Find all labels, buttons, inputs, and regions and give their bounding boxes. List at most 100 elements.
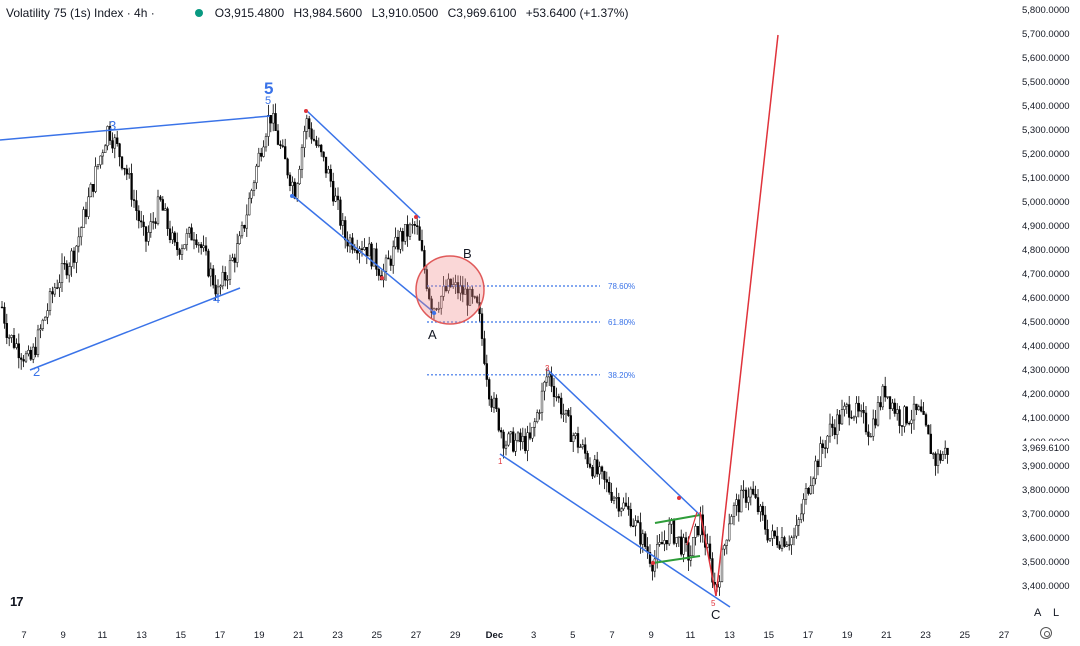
time-tick-label: 27 bbox=[999, 630, 1010, 641]
channel2-upper[interactable] bbox=[547, 369, 701, 516]
fib-levels: 78.60% 61.80% 38.20% bbox=[427, 282, 635, 380]
time-tick-label: 9 bbox=[61, 630, 66, 641]
candle-body bbox=[665, 540, 668, 545]
candle-body bbox=[723, 545, 726, 550]
candle-body bbox=[843, 405, 846, 410]
red-small-2[interactable] bbox=[699, 511, 717, 597]
price-tick-label: 4,100.0000 bbox=[1022, 413, 1070, 424]
candle-body bbox=[840, 409, 844, 425]
candle-body bbox=[490, 398, 493, 408]
channel1-lower[interactable] bbox=[291, 194, 437, 315]
candle-body bbox=[166, 208, 169, 229]
candle-body bbox=[936, 453, 940, 466]
b-zone-circle[interactable] bbox=[415, 255, 485, 325]
candle-body bbox=[334, 195, 337, 202]
candle-body bbox=[408, 224, 412, 237]
time-tick-label: 21 bbox=[293, 630, 304, 641]
price-tick-label: 4,900.0000 bbox=[1022, 221, 1070, 232]
candle-body bbox=[521, 436, 524, 443]
green-upper[interactable] bbox=[654, 514, 701, 524]
price-tick-label: 5,100.0000 bbox=[1022, 173, 1070, 184]
green-lower[interactable] bbox=[652, 555, 701, 564]
candle-body bbox=[77, 236, 80, 247]
candle-body bbox=[672, 520, 676, 544]
price-tick-label: 4,400.0000 bbox=[1022, 341, 1070, 352]
symbol-title[interactable]: Volatility 75 (1s) Index · 4h · bbox=[6, 6, 155, 20]
candle-body bbox=[202, 245, 205, 249]
candle-body bbox=[53, 287, 56, 295]
candle-body bbox=[824, 447, 827, 449]
candle-body bbox=[75, 245, 78, 263]
candle-body bbox=[694, 526, 697, 538]
upper-trendline-left[interactable] bbox=[0, 115, 271, 141]
candle-body bbox=[29, 349, 32, 360]
candle-body bbox=[413, 224, 416, 226]
candle-body bbox=[468, 288, 472, 306]
candle-body bbox=[454, 282, 457, 285]
candle-body bbox=[876, 402, 880, 426]
candle-body bbox=[209, 268, 212, 277]
candle-body bbox=[104, 145, 107, 153]
candle-body bbox=[792, 535, 796, 538]
candle-body bbox=[262, 146, 265, 157]
candle-body bbox=[783, 537, 786, 547]
candle-body bbox=[20, 357, 23, 360]
marker-1 bbox=[304, 109, 308, 113]
candle-body bbox=[245, 214, 248, 229]
candle-body bbox=[22, 359, 25, 362]
candle-body bbox=[946, 447, 949, 455]
projection-line[interactable] bbox=[715, 34, 779, 597]
candle-body bbox=[663, 540, 666, 545]
candle-body bbox=[36, 329, 40, 355]
candle-body bbox=[869, 435, 872, 438]
price-scale[interactable]: 5,800.0000 5,700.0000 5,600.0000 5,500.0000… bbox=[1022, 5, 1070, 592]
time-tick-label: 23 bbox=[332, 630, 343, 641]
lower-trendline-left[interactable] bbox=[29, 287, 241, 371]
candle-body bbox=[377, 269, 380, 276]
settings-gear-icon[interactable] bbox=[1040, 627, 1052, 639]
candle-body bbox=[816, 460, 820, 467]
candle-body bbox=[682, 537, 685, 555]
candle-body bbox=[924, 414, 928, 426]
red-small-1[interactable] bbox=[686, 511, 698, 546]
candle-body bbox=[437, 307, 440, 310]
auto-scale-button[interactable]: A bbox=[1034, 607, 1042, 619]
candle-body bbox=[759, 505, 762, 512]
candle-body bbox=[488, 379, 491, 400]
time-tick-label: 25 bbox=[960, 630, 971, 641]
candle-body bbox=[581, 444, 584, 448]
candle-body bbox=[833, 427, 836, 435]
candle-body bbox=[910, 419, 913, 424]
candle-body bbox=[908, 422, 911, 425]
candle-body bbox=[855, 402, 858, 418]
candle-body bbox=[564, 409, 568, 415]
label-C: C bbox=[711, 607, 720, 622]
candle-body bbox=[183, 244, 186, 249]
candle-body bbox=[939, 453, 942, 461]
candle-body bbox=[687, 542, 690, 561]
price-tick-label: 4,500.0000 bbox=[1022, 317, 1070, 328]
candle-body bbox=[519, 432, 522, 443]
candle-body bbox=[596, 459, 599, 475]
channel2-lower[interactable] bbox=[499, 453, 731, 608]
log-scale-button[interactable]: L bbox=[1053, 607, 1060, 619]
candle-body bbox=[752, 488, 755, 495]
wave-labels: 5 5 3 2 4 A B C 1 3 5 bbox=[33, 79, 720, 622]
candle-body bbox=[720, 548, 724, 582]
candle-body bbox=[288, 174, 292, 186]
candle-body bbox=[480, 313, 484, 339]
candle-body bbox=[197, 244, 200, 246]
candle-body bbox=[116, 137, 119, 144]
candle-body bbox=[154, 221, 157, 224]
candle-body bbox=[653, 558, 656, 572]
candle-body bbox=[768, 538, 772, 541]
candle-body bbox=[27, 349, 30, 355]
candle-body bbox=[168, 228, 172, 241]
time-scale[interactable]: 7 9 11 13 15 17 19 21 23 25 27 29 Dec 3 5 7 9 11 13 15 17 19 2… bbox=[21, 630, 1009, 641]
channel1-upper[interactable] bbox=[305, 109, 421, 219]
candle-body bbox=[600, 466, 604, 472]
candle-body bbox=[159, 196, 162, 200]
candle-body bbox=[785, 544, 788, 547]
candle-body bbox=[226, 279, 229, 281]
